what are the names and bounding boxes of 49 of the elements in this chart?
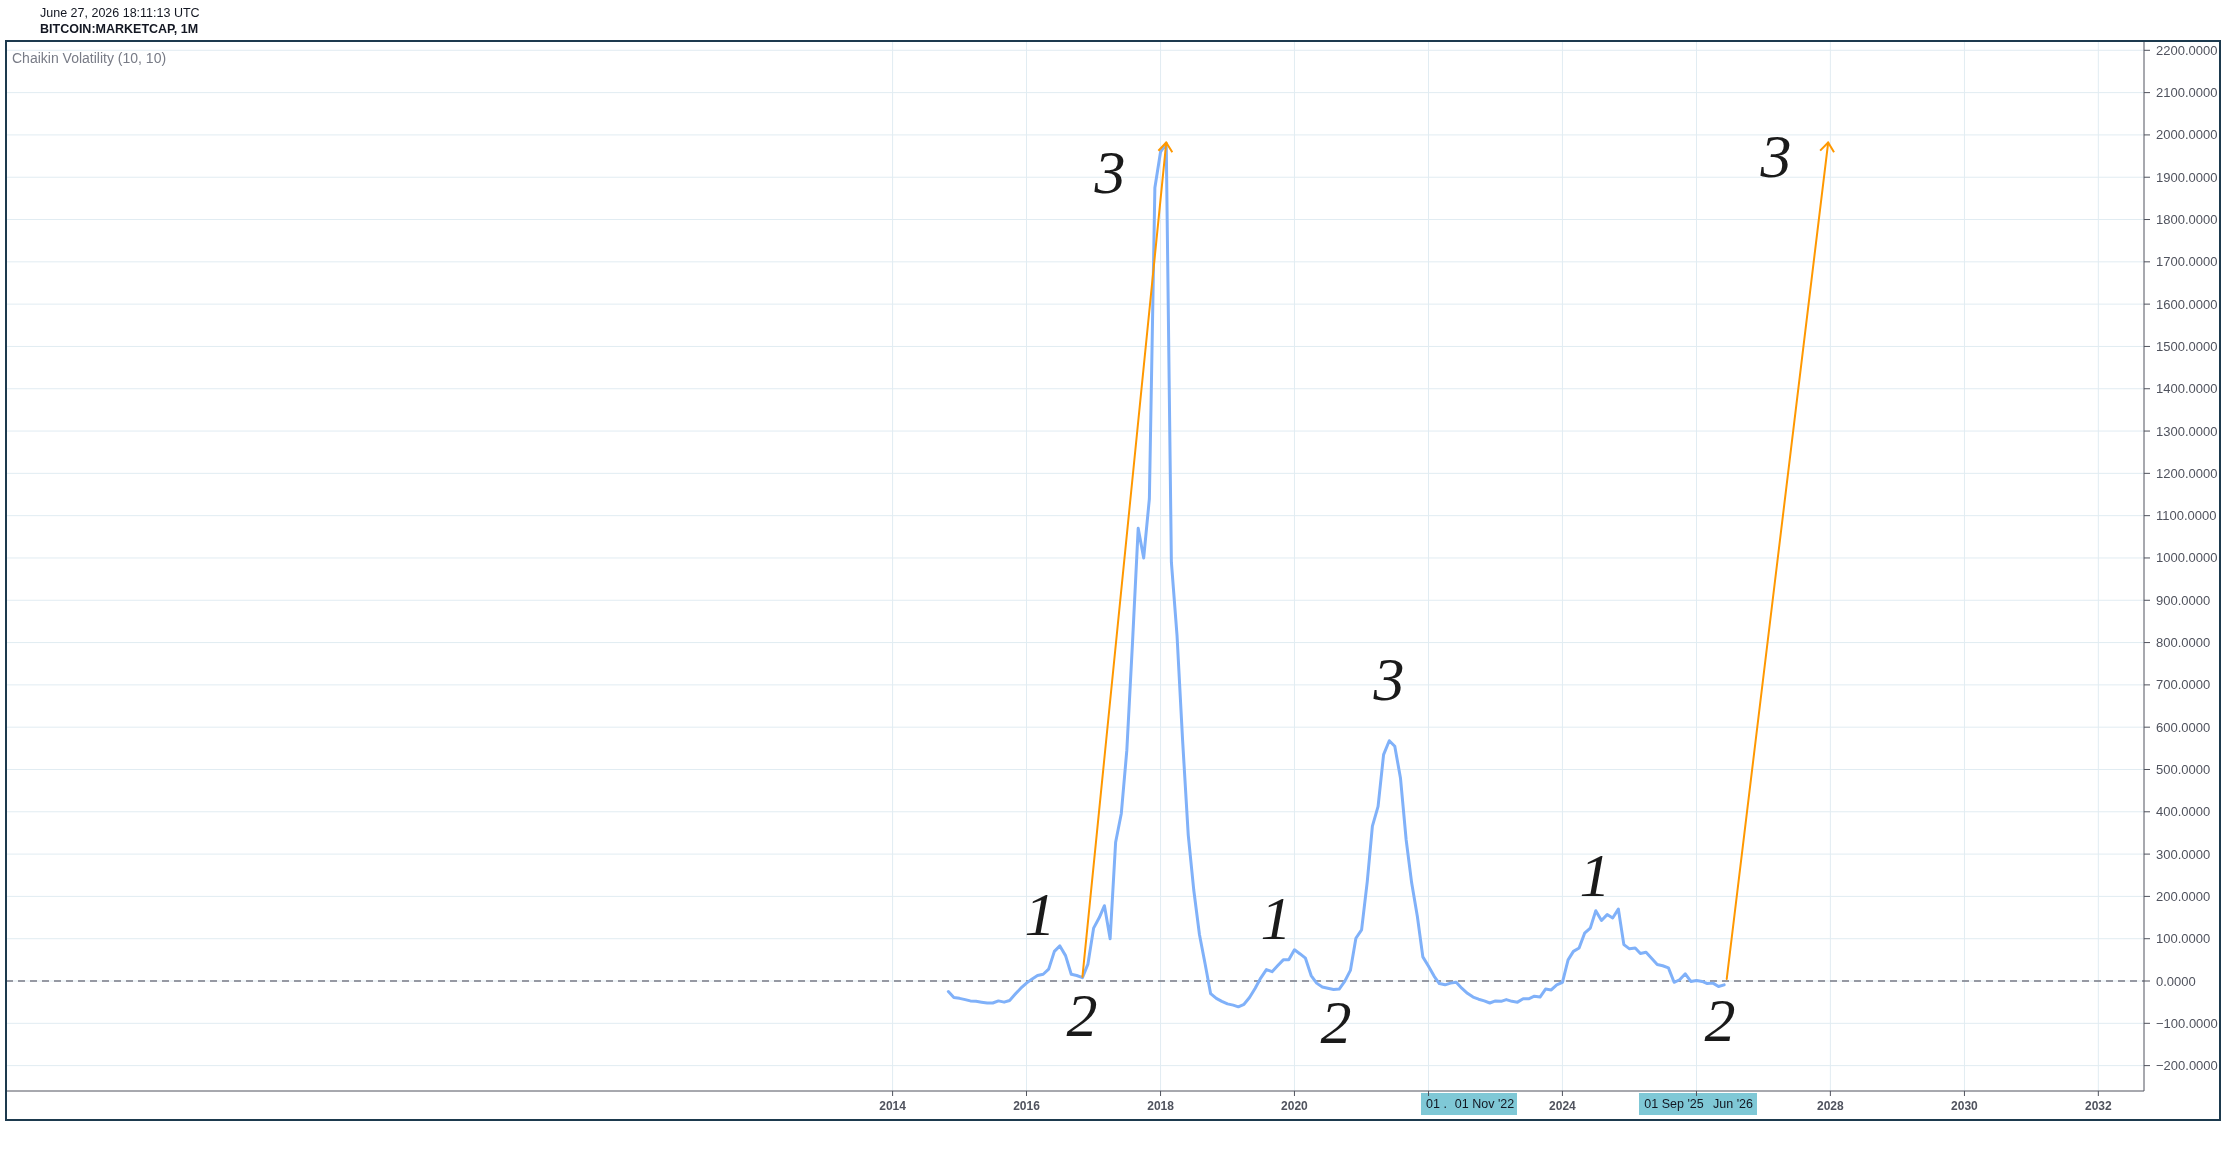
annotation: 1 — [1024, 880, 1056, 948]
annotation: 1 — [1579, 841, 1611, 909]
chart-title: BITCOIN:MARKETCAP, 1M — [40, 22, 199, 36]
annotation: 1 — [1260, 884, 1292, 952]
annotation: 3 — [1372, 645, 1405, 713]
y-tick-label: 100.0000 — [2156, 931, 2211, 947]
y-tick-label: 700.0000 — [2156, 677, 2211, 693]
y-tick-label: 200.0000 — [2156, 888, 2211, 904]
y-tick-label: 500.0000 — [2156, 761, 2211, 777]
y-tick-label: 600.0000 — [2156, 719, 2211, 735]
y-tick-label: 1100.0000 — [2156, 508, 2217, 524]
y-tick-label: 1300.0000 — [2156, 423, 2218, 439]
x-tick-label: 2020 — [1281, 1099, 1309, 1113]
annotation: 2 — [1704, 986, 1736, 1054]
x-tick-label: 2018 — [1147, 1099, 1175, 1113]
annotation: 2 — [1320, 988, 1352, 1056]
annotation: Chaikin Volatility (10, 10) — [12, 50, 167, 66]
text: 01 . — [1426, 1097, 1447, 1111]
text: 01 Sep '25 — [1644, 1097, 1704, 1111]
y-tick-label: 1600.0000 — [2156, 296, 2218, 312]
y-tick-label: 1800.0000 — [2156, 212, 2218, 228]
x-tick-label: 2030 — [1951, 1099, 1979, 1113]
y-tick-label: 0.0000 — [2156, 973, 2196, 989]
text: 01 Nov '22 — [1454, 1097, 1515, 1111]
annotation: 3 — [1759, 122, 1792, 190]
annotation: 3 — [1093, 138, 1126, 206]
x-tick-label: 2016 — [1013, 1099, 1041, 1113]
y-tick-label: 2200.0000 — [2156, 42, 2218, 58]
y-tick-label: 1200.0000 — [2156, 465, 2218, 481]
x-tick-label: 2024 — [1549, 1099, 1577, 1113]
y-tick-label: 1700.0000 — [2156, 254, 2218, 270]
y-tick-label: 1400.0000 — [2156, 381, 2218, 397]
y-tick-label: 1500.0000 — [2156, 338, 2218, 354]
x-tick-label: 2028 — [1817, 1099, 1845, 1113]
y-tick-label: −200.0000 — [2156, 1058, 2218, 1074]
y-tick-label: 400.0000 — [2156, 804, 2211, 820]
y-tick-label: 900.0000 — [2156, 592, 2211, 608]
annotation: 2 — [1066, 981, 1098, 1049]
x-tick-label: 2032 — [2084, 1099, 2112, 1113]
y-tick-label: 1900.0000 — [2156, 169, 2218, 185]
y-tick-label: 2100.0000 — [2156, 85, 2218, 101]
y-tick-label: −100.0000 — [2156, 1015, 2218, 1031]
y-tick-label: 1000.0000 — [2156, 550, 2218, 566]
text: Jun '26 — [1713, 1097, 1753, 1111]
y-tick-label: 800.0000 — [2156, 635, 2211, 651]
chart-subtitle: June 27, 2026 18:11:13 UTC — [40, 6, 200, 20]
y-tick-label: 2000.0000 — [2156, 127, 2218, 143]
y-tick-label: 300.0000 — [2156, 846, 2211, 862]
x-tick-label: 2014 — [879, 1099, 907, 1113]
